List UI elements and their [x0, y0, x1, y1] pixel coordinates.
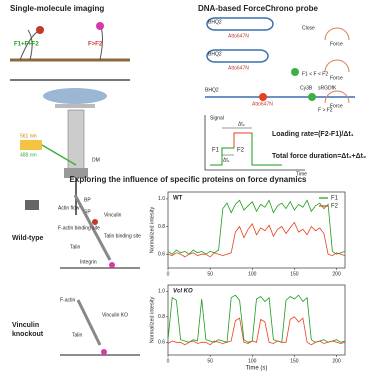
y-axis-label: Normalized intesity	[149, 207, 155, 254]
label: Atto647N	[228, 65, 249, 71]
label: Cy3B	[300, 85, 313, 91]
data-line	[167, 294, 346, 343]
y-tick-label: 1.0	[158, 289, 165, 295]
data-line	[167, 199, 346, 255]
label: Integrin	[80, 259, 97, 265]
label: Δt₂	[238, 121, 245, 127]
label: F-actin binding site	[58, 225, 100, 231]
microscope-diagram	[10, 22, 130, 215]
x-axis-label: Time (s)	[246, 366, 268, 372]
label: 561 nm	[20, 133, 37, 139]
label: BHQ2	[208, 51, 222, 57]
x-tick-label: 0	[167, 271, 170, 277]
dye	[259, 93, 267, 101]
x-tick-label: 100	[248, 358, 257, 364]
label: F-actin	[60, 297, 76, 303]
label: BHQ2	[205, 87, 219, 93]
panel-title: Single-molecule imaging	[10, 4, 104, 13]
row-title: knockout	[12, 331, 44, 338]
label: Δt₁	[223, 157, 230, 163]
label: F2	[237, 148, 245, 154]
y-tick-label: 0.6	[158, 252, 165, 258]
plot-frame	[167, 284, 346, 356]
panel-title: DNA-based ForceChrono probe	[198, 4, 319, 13]
label: sRGDfK	[318, 85, 337, 91]
y-tick-label: 1.0	[158, 196, 165, 202]
x-tick-label: 100	[248, 271, 257, 277]
axis-label: Time	[296, 171, 307, 177]
x-tick-label: 50	[207, 358, 213, 364]
signal-schematic	[204, 115, 305, 171]
x-tick-label: 150	[290, 271, 299, 277]
label: BP	[84, 197, 91, 203]
label: F1 < F < F2	[302, 71, 328, 77]
label: BHQ2	[208, 19, 222, 25]
chart-label: Vcl KO	[173, 289, 193, 295]
label: Atto647N	[252, 101, 273, 107]
label: F1	[212, 148, 220, 154]
y-tick-label: 0.6	[158, 340, 165, 346]
y-tick-label: 0.8	[158, 224, 165, 230]
x-tick-label: 50	[207, 271, 213, 277]
dye	[291, 68, 299, 76]
y-axis-label: Normalized intesity	[149, 297, 155, 344]
label: 488 nm	[20, 152, 37, 158]
data-line	[167, 221, 346, 258]
plot-frame	[167, 191, 346, 269]
x-tick-label: 200	[332, 358, 341, 364]
cell-diagram	[60, 194, 140, 356]
probe-diagram	[205, 17, 355, 104]
row-title: Vinculin	[12, 322, 39, 329]
label: Talin	[72, 332, 83, 338]
x-tick-label: 200	[332, 271, 341, 277]
data-line	[167, 316, 346, 346]
x-tick-label: 150	[290, 358, 299, 364]
label: Force	[330, 75, 343, 81]
label: SP	[84, 209, 91, 215]
section-title: Exploring the influence of specific prot…	[70, 175, 307, 184]
label: Close	[302, 25, 315, 31]
label: Atto647N	[228, 33, 249, 39]
legend-label: F2	[331, 204, 339, 210]
label: Force	[330, 41, 343, 47]
label: F1+F+F2	[14, 42, 39, 48]
label: Vinculin	[104, 212, 122, 218]
dye	[308, 93, 316, 101]
formula: Loading rate=(F2-F1)/Δt₁	[272, 131, 354, 138]
legend-label: F1	[331, 196, 339, 202]
chart-label: WT	[173, 196, 183, 202]
label: Force	[330, 103, 343, 109]
label: F>F2	[88, 42, 103, 48]
row-title: Wild-type	[12, 235, 44, 242]
label: F > F2	[318, 107, 333, 113]
label: Vinculin KO	[102, 312, 128, 318]
y-tick-label: 0.8	[158, 314, 165, 320]
axis-label: Signal	[210, 115, 224, 121]
formula: Total force duration=Δt₁+Δt₂	[272, 153, 366, 160]
label: Talin	[70, 244, 81, 250]
x-tick-label: 0	[167, 358, 170, 364]
label: Talin binding site	[104, 233, 141, 239]
label: DM	[92, 157, 100, 163]
label: Actin flow	[58, 205, 80, 211]
